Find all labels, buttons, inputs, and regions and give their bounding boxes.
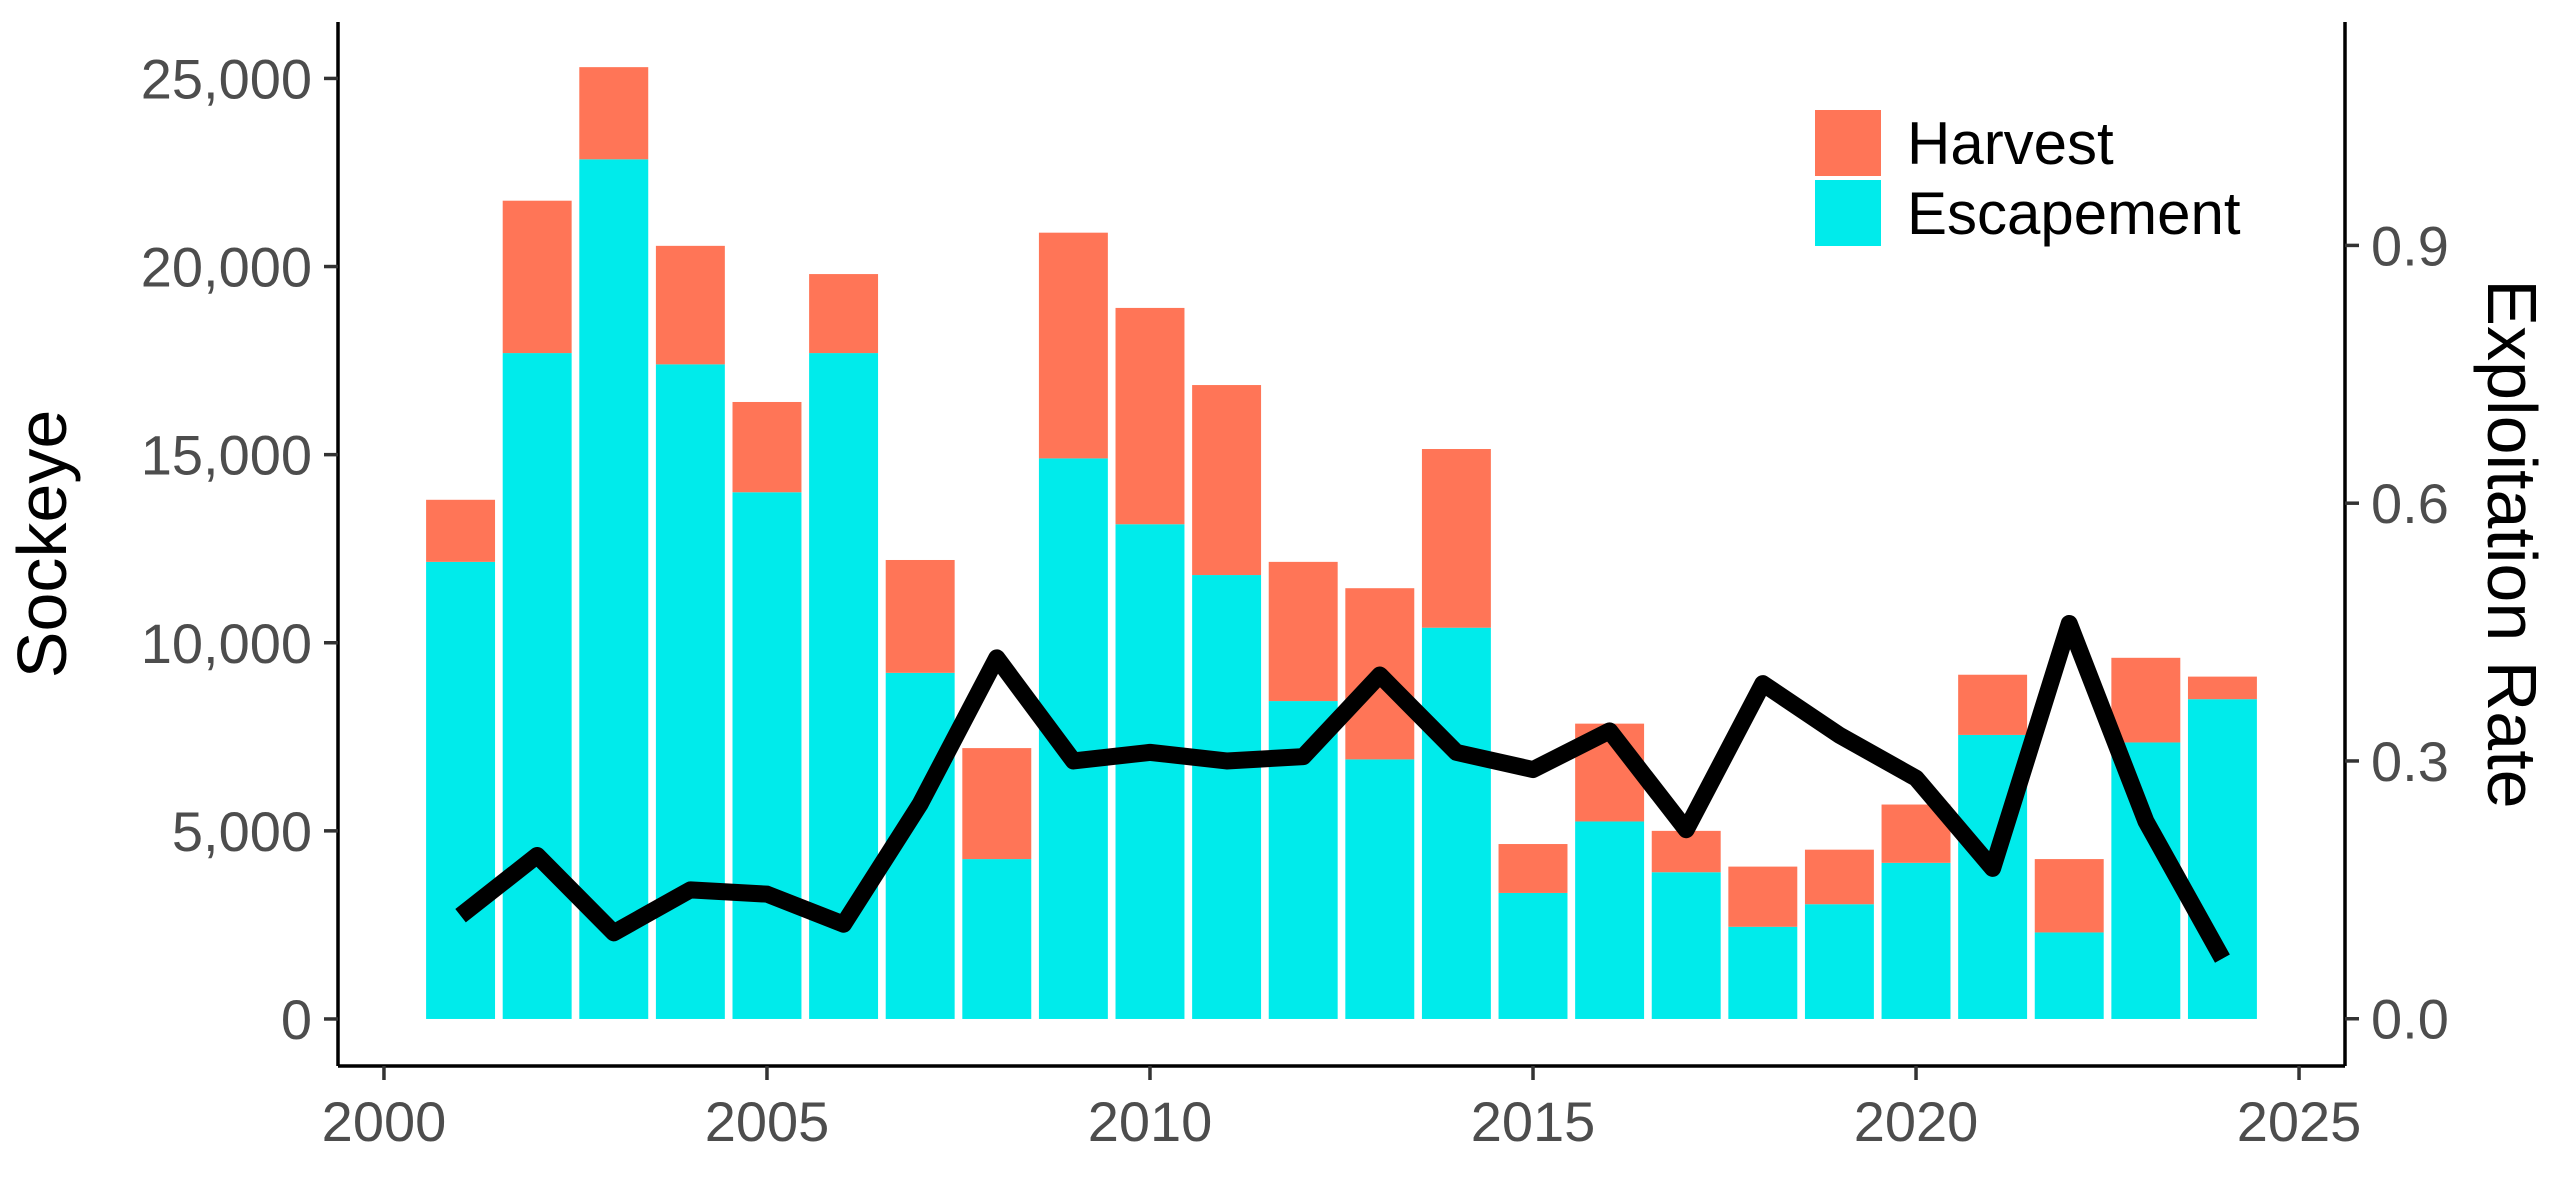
y-tick-label-2: 10,000 (141, 612, 312, 675)
bar-harvest-2006 (809, 274, 879, 354)
y-tick-label-4: 20,000 (141, 236, 312, 299)
bar-harvest-2008 (962, 748, 1032, 860)
x-tick-label-0: 2000 (322, 1090, 447, 1153)
bar-escapement-2014 (1421, 627, 1491, 1019)
bar-harvest-2021 (1958, 674, 2028, 735)
bar-harvest-2022 (2034, 859, 2104, 933)
y-tick-label-5: 25,000 (141, 47, 312, 110)
y2-tick-label-0: 0.0 (2371, 988, 2449, 1051)
bar-escapement-2015 (1498, 892, 1568, 1019)
x-tick-label-5: 2025 (2237, 1090, 2362, 1153)
y-tick-label-1: 5,000 (172, 800, 312, 863)
bar-escapement-2008 (962, 859, 1032, 1019)
bar-escapement-2010 (1115, 524, 1185, 1019)
y2-tick-label-3: 0.9 (2371, 214, 2449, 277)
bar-escapement-2017 (1651, 872, 1721, 1019)
bar-harvest-2005 (732, 401, 802, 493)
bar-harvest-2007 (885, 559, 955, 673)
y-tick-label-3: 15,000 (141, 424, 312, 487)
legend-label-harvest: Harvest (1907, 110, 2114, 177)
bar-escapement-2001 (426, 561, 496, 1019)
bar-escapement-2016 (1575, 821, 1645, 1019)
bar-harvest-2011 (1192, 385, 1262, 576)
bars-layer (426, 67, 2257, 1019)
y2-tick-label-1: 0.3 (2371, 730, 2449, 793)
x-tick-label-3: 2015 (1471, 1090, 1596, 1153)
bar-escapement-2011 (1192, 575, 1262, 1019)
legend-label-escapement: Escapement (1907, 180, 2241, 247)
exploitation-rate-line (455, 614, 2230, 963)
bar-escapement-2019 (1804, 904, 1874, 1019)
bar-escapement-2005 (732, 492, 802, 1019)
bar-harvest-2019 (1804, 849, 1874, 905)
bar-escapement-2023 (2111, 742, 2181, 1019)
bar-escapement-2013 (1345, 759, 1415, 1019)
legend-swatch-escapement (1815, 180, 1881, 246)
bar-harvest-2023 (2111, 657, 2181, 743)
y-tick-label-0: 0 (281, 988, 312, 1051)
bar-escapement-2003 (579, 159, 649, 1019)
bar-harvest-2015 (1498, 844, 1568, 893)
y-axis-title: Sockeye (3, 410, 81, 678)
y2-axis-title: Exploitation Rate (2473, 279, 2551, 808)
legend-swatch-harvest (1815, 110, 1881, 176)
bar-harvest-2009 (1038, 232, 1108, 459)
x-tick-label-1: 2005 (705, 1090, 830, 1153)
axes-layer: 0 5,000 10,000 15,000 20,000 25,000 0.0 0.3 0.6 0… (141, 22, 2449, 1153)
legend-layer: Harvest Escapement (1815, 110, 2241, 247)
bar-escapement-2020 (1881, 862, 1951, 1019)
bar-escapement-2022 (2034, 932, 2104, 1019)
bar-harvest-2004 (655, 245, 725, 365)
bar-harvest-2014 (1421, 449, 1491, 628)
bar-escapement-2004 (655, 364, 725, 1019)
line-layer (455, 614, 2230, 963)
y2-tick-label-2: 0.6 (2371, 472, 2449, 535)
bar-harvest-2001 (426, 499, 496, 562)
bar-harvest-2010 (1115, 307, 1185, 525)
bar-escapement-2024 (2187, 699, 2257, 1019)
bar-harvest-2003 (579, 67, 649, 160)
bar-harvest-2018 (1728, 866, 1798, 927)
bar-escapement-2018 (1728, 926, 1798, 1019)
bar-harvest-2002 (502, 200, 572, 354)
bar-harvest-2012 (1268, 561, 1338, 702)
bar-escapement-2002 (502, 353, 572, 1019)
x-tick-label-2: 2010 (1088, 1090, 1213, 1153)
x-tick-label-4: 2020 (1854, 1090, 1979, 1153)
bar-harvest-2024 (2187, 676, 2257, 700)
